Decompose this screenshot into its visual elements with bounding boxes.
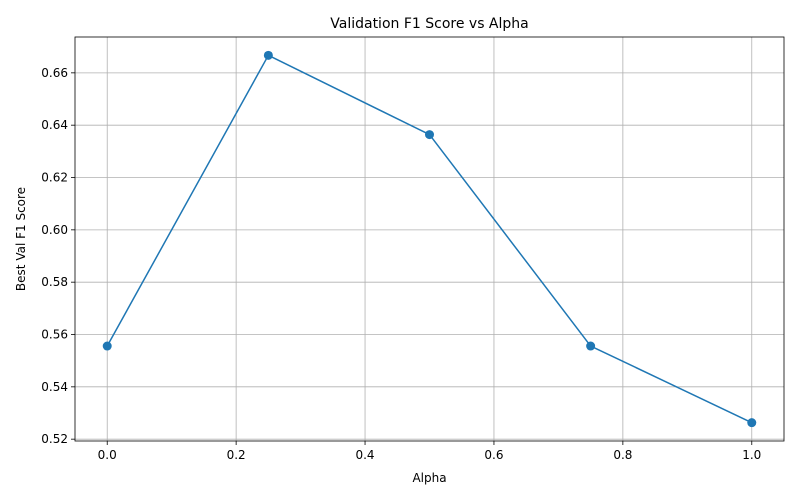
data-point-marker — [586, 341, 596, 351]
x-axis-ticks: 0.0 0.2 0.4 0.6 0.8 1.0 — [98, 441, 761, 462]
y-tick-label: 0.66 — [41, 66, 68, 80]
y-tick-label: 0.62 — [41, 171, 68, 185]
chart-title: Validation F1 Score vs Alpha — [330, 16, 529, 32]
y-axis-label: Best Val F1 Score — [14, 187, 28, 291]
y-tick-label: 0.60 — [41, 223, 68, 237]
x-tick-label: 1.0 — [742, 448, 761, 462]
x-tick-label: 0.2 — [227, 448, 246, 462]
x-tick-label: 0.6 — [484, 448, 503, 462]
y-axis-ticks: 0.52 0.54 0.56 0.58 0.60 0.62 0.64 0.66 — [41, 66, 75, 446]
plot-area — [75, 37, 784, 441]
x-tick-label: 0.8 — [613, 448, 632, 462]
y-tick-label: 0.52 — [41, 432, 68, 446]
y-tick-label: 0.54 — [41, 380, 68, 394]
data-point-marker — [425, 130, 434, 140]
x-tick-label: 0.4 — [355, 448, 374, 462]
x-axis-label: Alpha — [412, 471, 446, 485]
grid-lines — [75, 37, 784, 441]
data-point-marker — [102, 341, 112, 351]
data-point-marker — [263, 50, 273, 60]
y-tick-label: 0.64 — [41, 118, 68, 132]
y-tick-label: 0.58 — [41, 275, 68, 289]
data-point-marker — [747, 418, 757, 428]
series-line-f1 — [102, 50, 757, 428]
plot-frame — [74, 36, 785, 442]
axes-frame — [74, 36, 785, 442]
x-tick-label: 0.0 — [98, 448, 117, 462]
y-tick-label: 0.56 — [41, 328, 68, 342]
